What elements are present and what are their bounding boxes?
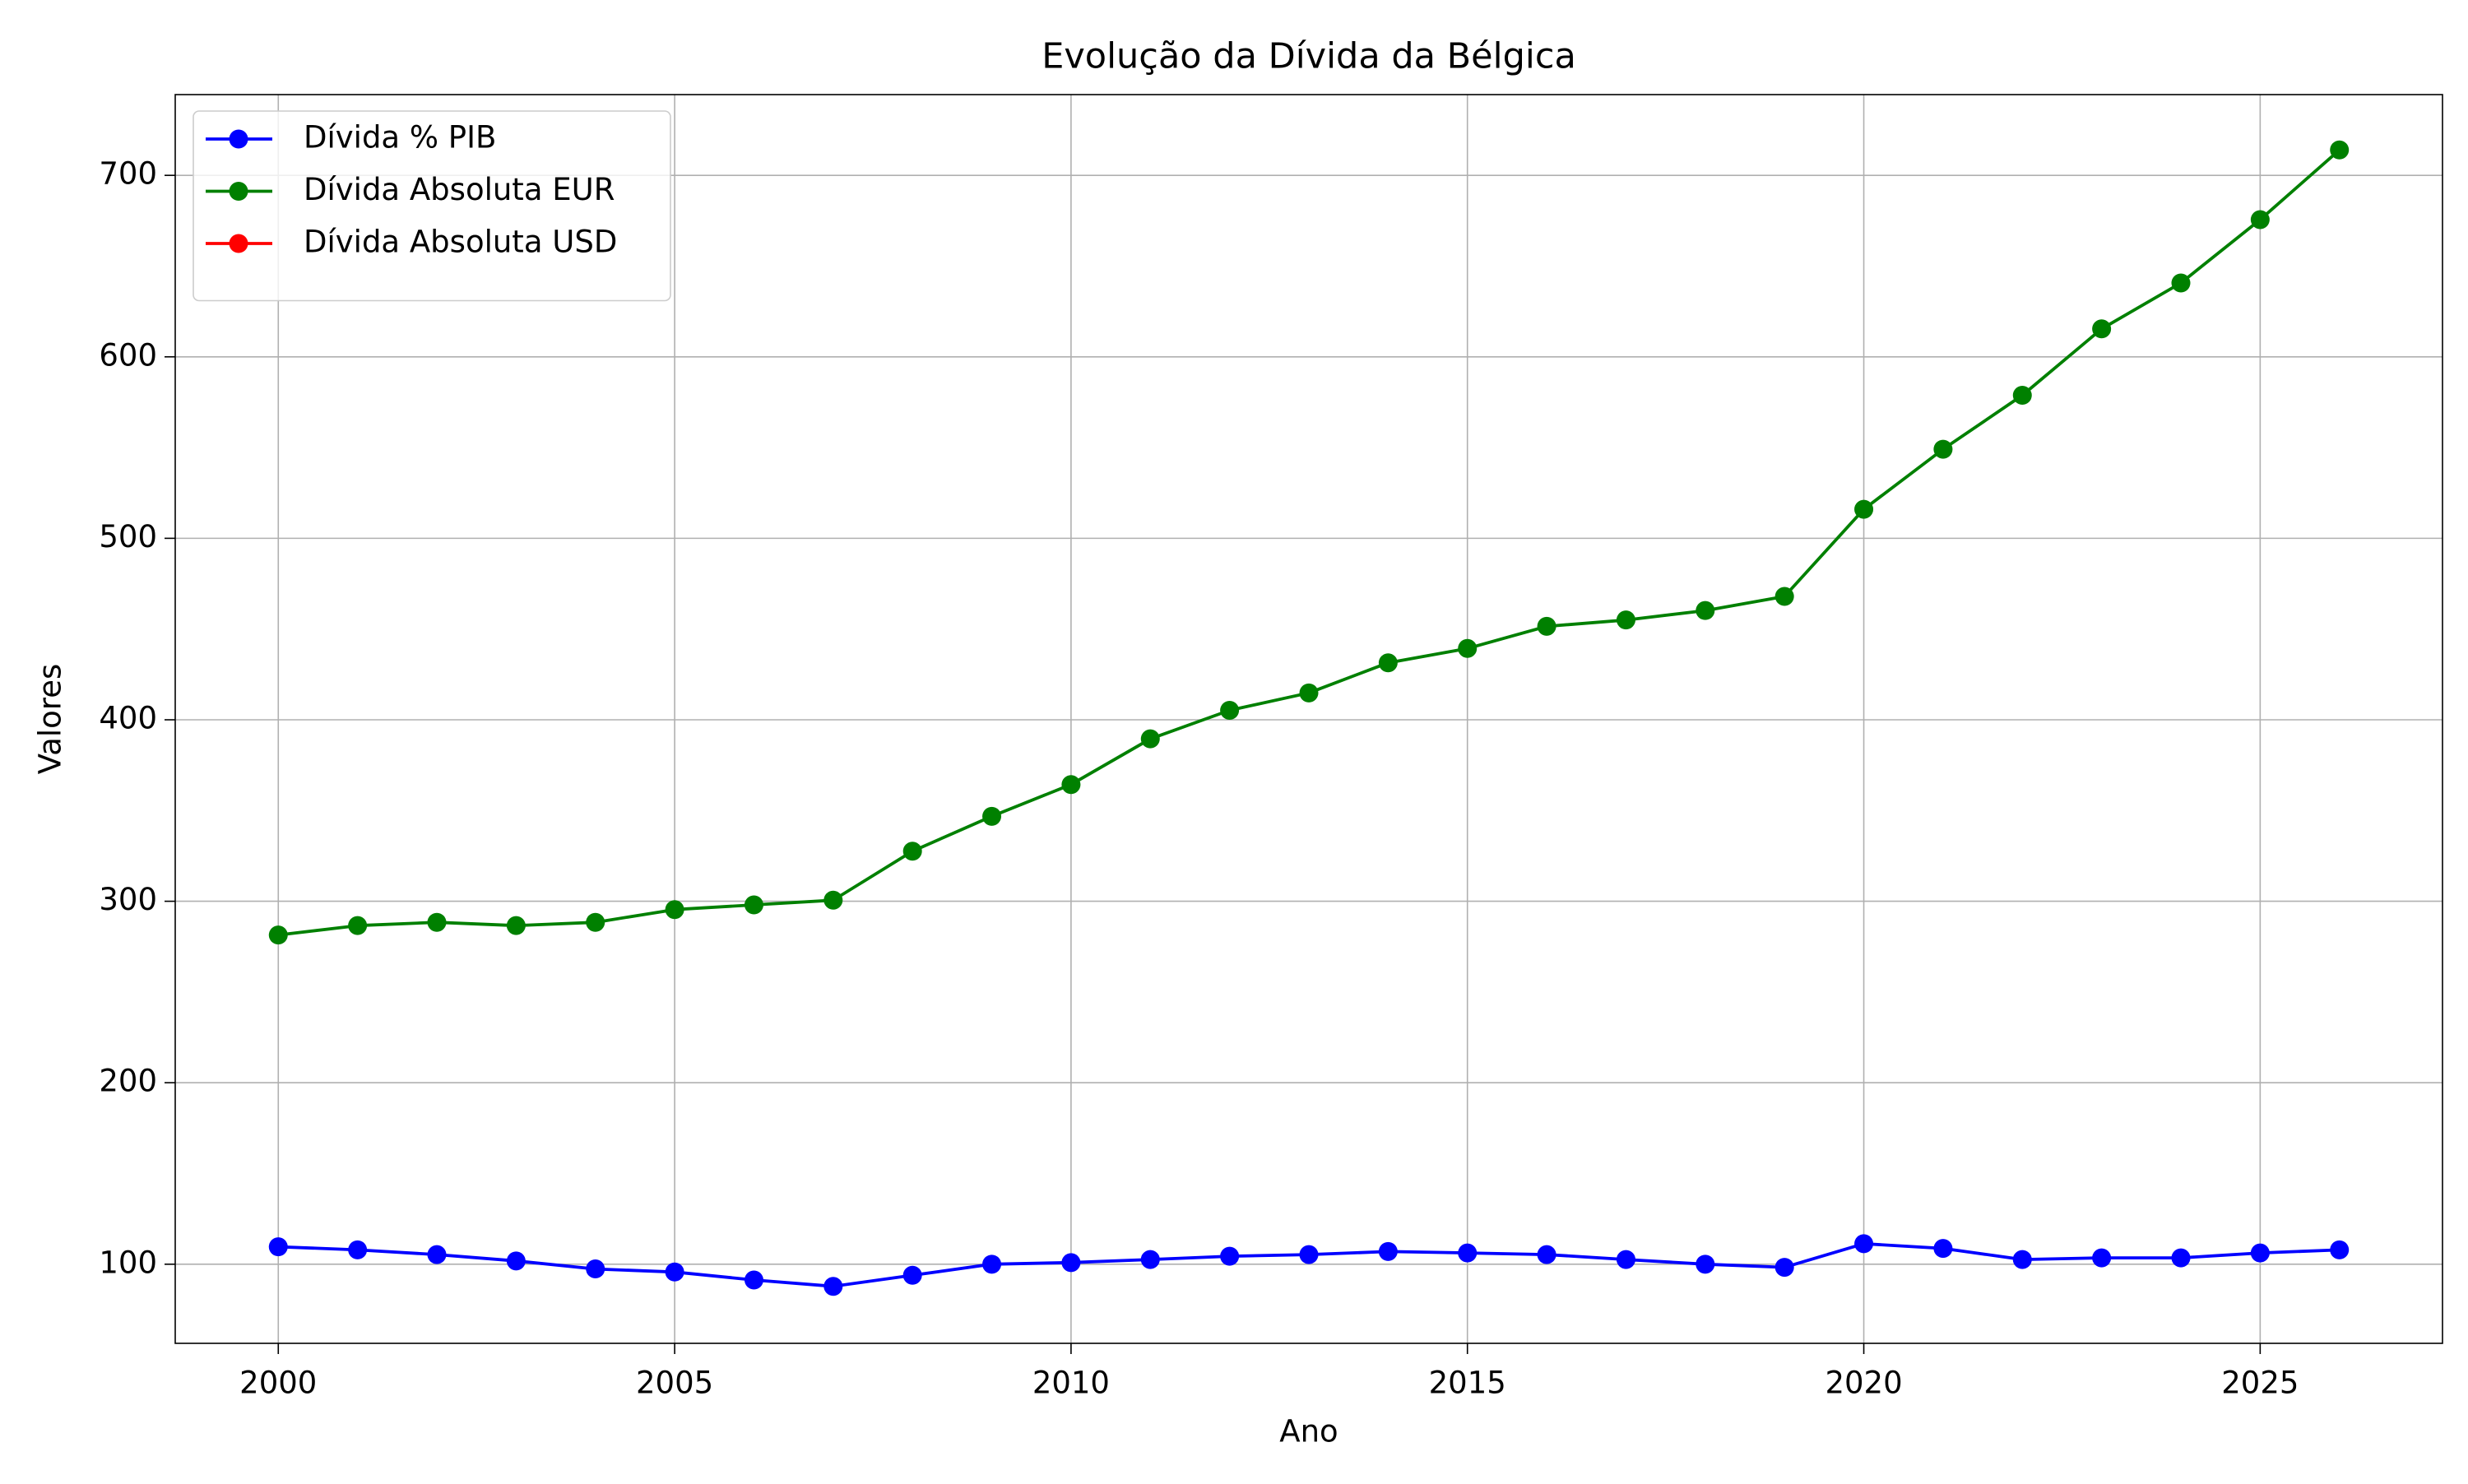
x-axis-label: Ano (1279, 1414, 1338, 1449)
data-point (902, 842, 922, 861)
x-tick-label: 2010 (1032, 1366, 1110, 1401)
y-tick-label: 500 (99, 519, 157, 554)
y-axis-label: Valores (33, 664, 68, 774)
data-point (1616, 610, 1635, 630)
chart-title: Evolução da Dívida da Bélgica (1041, 36, 1576, 77)
data-point (2171, 1248, 2191, 1268)
data-point (1774, 587, 1794, 606)
data-point (823, 1277, 843, 1296)
data-point (1537, 616, 1556, 636)
data-point (2330, 140, 2350, 160)
data-point (2171, 273, 2191, 293)
x-tick-label: 2005 (636, 1366, 713, 1401)
data-point (1061, 775, 1081, 795)
legend-marker (229, 234, 248, 253)
legend-marker (229, 129, 248, 149)
data-point (2250, 210, 2270, 230)
data-point (1696, 601, 1715, 620)
data-point (1933, 1239, 1953, 1259)
data-point (1061, 1253, 1081, 1273)
data-point (586, 912, 605, 932)
data-point (2092, 1248, 2112, 1268)
data-point (348, 916, 368, 935)
data-point (2012, 1250, 2032, 1269)
data-point (665, 1262, 684, 1282)
legend: Dívida % PIB Dívida Absoluta EUR Dívida Ab… (193, 110, 671, 302)
data-point (1140, 1250, 1160, 1269)
data-point (1933, 439, 1953, 459)
data-point (2330, 1240, 2350, 1259)
plot-frame (174, 94, 2443, 1344)
data-point (1299, 1245, 1319, 1264)
data-point (982, 806, 1002, 826)
legend-box (193, 110, 671, 302)
data-point (1299, 683, 1319, 703)
legend-label: Dívida Absoluta EUR (304, 172, 615, 207)
data-point (1616, 1250, 1635, 1269)
y-tick-label: 100 (99, 1245, 157, 1280)
y-tick-label: 200 (99, 1064, 157, 1099)
x-tick-label: 2025 (2221, 1366, 2299, 1401)
data-point (348, 1240, 368, 1259)
data-point (1854, 1234, 1874, 1254)
legend-label: Dívida Absoluta USD (304, 225, 617, 260)
data-point (1854, 499, 1874, 519)
data-point (268, 1237, 288, 1257)
y-tick-label: 700 (99, 156, 157, 192)
data-point (2012, 386, 2032, 406)
data-point (586, 1259, 605, 1279)
data-point (427, 912, 447, 932)
legend-marker (229, 182, 248, 201)
legend-label: Dívida % PIB (304, 120, 496, 155)
data-point (427, 1245, 447, 1264)
data-point (665, 900, 684, 920)
x-tick-label: 2000 (239, 1366, 317, 1401)
data-point (744, 895, 763, 915)
data-point (2092, 319, 2112, 339)
data-point (2250, 1243, 2270, 1263)
data-point (1378, 653, 1398, 673)
data-point (1537, 1245, 1556, 1264)
data-point (1696, 1254, 1715, 1274)
data-point (1774, 1258, 1794, 1278)
y-tick-label: 400 (99, 700, 157, 735)
data-point (823, 890, 843, 910)
data-point (744, 1270, 763, 1290)
y-tick-label: 300 (99, 882, 157, 917)
data-point (268, 925, 288, 945)
data-point (1220, 701, 1240, 721)
data-point (902, 1265, 922, 1285)
x-tick-label: 2015 (1429, 1366, 1506, 1401)
y-tick-label: 600 (99, 337, 157, 373)
data-point (1458, 1243, 1478, 1263)
data-point (1220, 1246, 1240, 1266)
data-point (506, 1251, 526, 1271)
data-point (1140, 729, 1160, 749)
data-point (982, 1254, 1002, 1274)
data-point (1458, 638, 1478, 658)
data-point (1378, 1241, 1398, 1261)
data-point (506, 916, 526, 935)
x-tick-label: 2020 (1825, 1366, 1902, 1401)
